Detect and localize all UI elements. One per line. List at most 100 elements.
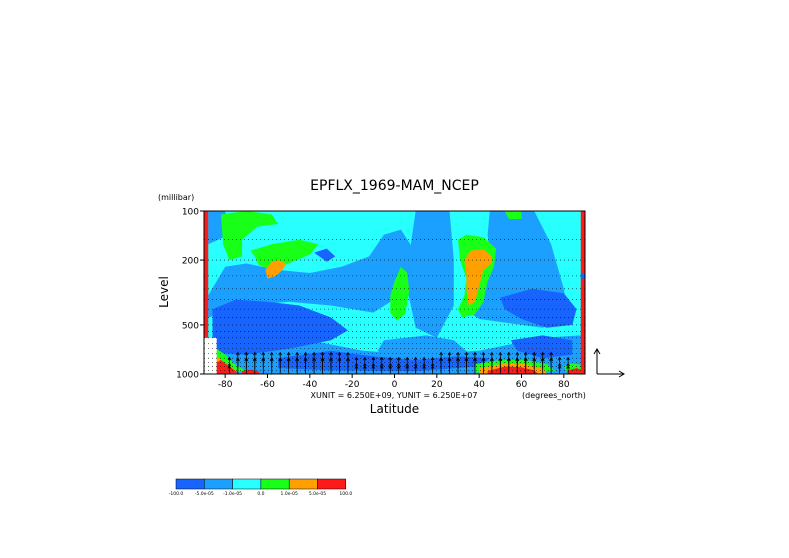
edge-band-0: [204, 211, 209, 349]
x-units-label: (degrees_north): [522, 391, 586, 400]
flux-arrow-17: [269, 357, 274, 374]
flux-arrow-45: [354, 356, 359, 363]
x-tick-label-7: 60: [516, 380, 528, 390]
colorbar-swatch-3: [260, 478, 290, 490]
contour-region-15: [504, 211, 522, 219]
flux-arrow-74: [430, 365, 435, 374]
flux-arrow-110: [532, 357, 537, 374]
flux-arrow-60: [396, 356, 401, 363]
y-units-label: (millibar): [158, 193, 194, 202]
chart-title: EPFLX_1969-MAM_NCEP: [310, 178, 479, 194]
flux-arrow-113: [540, 357, 545, 374]
contour-region-26: [568, 368, 581, 374]
contour-fill-regions: [204, 211, 585, 374]
x-tick-label-3: -20: [345, 380, 360, 390]
contour-region-13: [390, 266, 410, 321]
contour-region-0: [208, 229, 416, 318]
colorbar-legend: -100.0 -5.0e-05 -1.0e-05 0.0 1.0e-05 5.0e-05 1…: [169, 478, 352, 497]
flux-arrow-66: [413, 356, 418, 363]
flux-arrow-63: [405, 356, 410, 363]
flux-arrow-41: [337, 357, 342, 374]
x-tick-0: -80: [218, 374, 233, 390]
flux-arrow-0: [227, 356, 232, 363]
x-axis-label: Latitude: [370, 402, 419, 416]
flux-arrow-57: [388, 356, 393, 363]
x-tick-1: -60: [260, 374, 275, 390]
contour-region-8: [500, 288, 577, 328]
flux-arrow-11: [252, 357, 257, 374]
flux-arrow-5: [236, 357, 240, 374]
colorbar-label-4: 1.0e-05: [281, 491, 298, 497]
flux-arrow-35: [320, 357, 325, 374]
x-tick-7: 60: [516, 374, 528, 390]
flux-arrow-71: [422, 365, 426, 374]
flux-arrow-48: [363, 356, 367, 363]
missing-data-region: [204, 337, 217, 374]
reference-vector-icon: [593, 348, 625, 378]
contour-region-2: [407, 211, 454, 338]
x-tick-label-5: 20: [431, 380, 443, 390]
x-tick-label-0: -80: [218, 380, 233, 390]
flux-arrow-50: [363, 365, 367, 374]
flux-arrow-104: [515, 357, 520, 374]
x-axis-ticks: -80 -60 -40 -20 0 20 40 60 80: [218, 374, 570, 390]
flux-arrow-38: [329, 357, 333, 374]
y-tick-0: 100: [182, 208, 204, 218]
flux-arrow-2: [227, 365, 232, 374]
flux-arrow-20: [278, 357, 283, 374]
edge-band-1: [580, 211, 585, 374]
colorbar-label-5: 5.0e-05: [309, 491, 326, 497]
flux-arrow-44: [346, 357, 350, 374]
flux-arrow-95: [490, 357, 494, 374]
flux-arrow-8: [244, 357, 249, 374]
flux-arrow-26: [295, 357, 299, 374]
x-tick-label-6: 40: [473, 380, 485, 390]
contour-region-10: [314, 248, 336, 262]
flux-arrow-59: [388, 365, 393, 374]
flux-arrow-62: [396, 365, 401, 374]
flux-arrow-14: [261, 357, 266, 374]
y-tick-label-2: 500: [182, 321, 199, 331]
flux-arrow-83: [456, 357, 460, 374]
colorbar-label-2: -1.0e-05: [223, 491, 242, 497]
contour-region-9: [510, 335, 573, 359]
x-tick-8: 80: [558, 374, 570, 390]
y-axis-ticks: 100 200 500 1000: [176, 208, 204, 381]
flux-arrow-51: [371, 356, 376, 363]
contour-region-20: [464, 249, 492, 306]
flux-arrow-54: [379, 356, 384, 363]
y-tick-1: 200: [182, 257, 204, 267]
y-tick-label-1: 200: [182, 257, 199, 267]
colorbar-swatch-5: [317, 478, 347, 490]
flux-arrow-53: [371, 365, 376, 374]
flux-arrow-29: [303, 357, 308, 374]
flux-arrow-107: [523, 357, 528, 374]
y-tick-2: 500: [182, 321, 204, 331]
flux-arrow-80: [447, 357, 452, 374]
x-tick-label-4: 0: [392, 380, 398, 390]
x-tick-label-2: -40: [302, 380, 317, 390]
colorbar-swatch-2: [232, 478, 262, 490]
flux-arrow-86: [464, 357, 469, 374]
flux-arrow-32: [312, 357, 316, 374]
x-tick-2: -40: [302, 374, 317, 390]
vector-scale-text: XUNIT = 6.250E+09, YUNIT = 6.250E+07: [311, 391, 478, 400]
contour-region-19: [265, 260, 287, 279]
y-tick-3: 1000: [176, 371, 204, 381]
flux-arrow-117: [557, 356, 562, 363]
contour-region-6: [212, 299, 348, 355]
flux-arrow-98: [498, 357, 503, 374]
flux-arrow-65: [405, 365, 410, 374]
contour-region-11: [220, 211, 279, 261]
colorbar-swatch-4: [288, 478, 318, 490]
flux-arrow-47: [354, 365, 359, 374]
flux-arrow-122: [566, 365, 570, 374]
x-tick-label-1: -60: [260, 380, 275, 390]
flux-vector-field: [227, 351, 570, 374]
flux-arrow-119: [557, 365, 562, 374]
x-tick-5: 20: [431, 374, 443, 390]
colorbar-label-3: 0.0: [257, 491, 264, 497]
x-tick-3: -20: [345, 374, 360, 390]
